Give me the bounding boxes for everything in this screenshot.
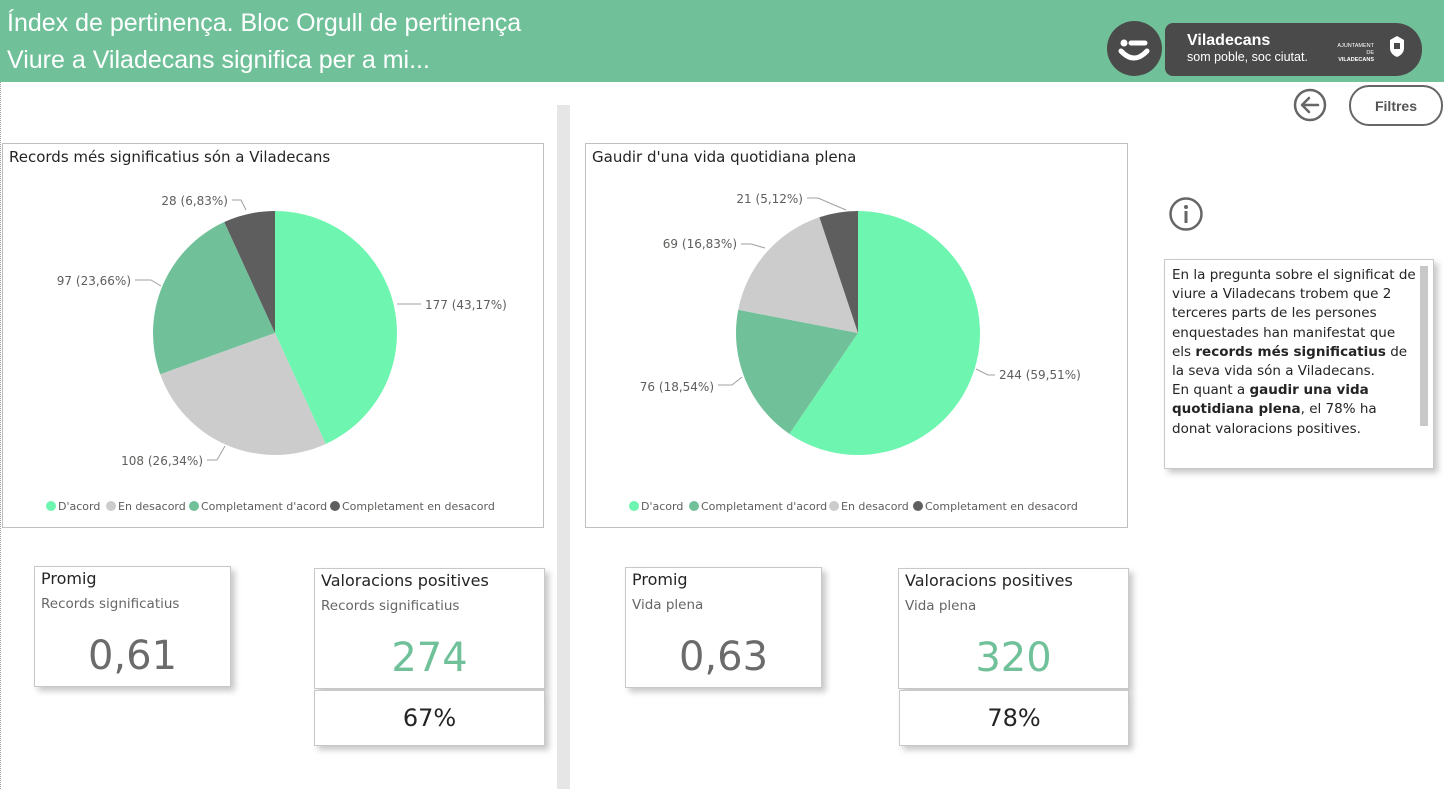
- kpi-value: 320: [975, 635, 1052, 681]
- kpi-percent-records: 67%: [314, 690, 545, 746]
- info-scrollbar[interactable]: [1420, 266, 1428, 426]
- info-text-part3: En quant a: [1172, 382, 1250, 399]
- info-textbox: En la pregunta sobre el significat de vi…: [1164, 259, 1434, 469]
- info-text: En la pregunta sobre el significat de vi…: [1172, 266, 1418, 439]
- legend-item[interactable]: D'acord: [629, 500, 683, 513]
- page-edge: [0, 82, 1, 789]
- leader-line: [975, 368, 995, 376]
- info-bold-records: records més significatius: [1195, 343, 1386, 360]
- legend-marker: [189, 501, 199, 511]
- filters-button[interactable]: Filtres: [1349, 85, 1443, 126]
- legend-item[interactable]: D'acord: [46, 500, 100, 513]
- legend-label: Completament en desacord: [925, 500, 1078, 513]
- coat-of-arms-icon: [1390, 36, 1404, 57]
- pie-slice-completament-d-acord[interactable]: [736, 309, 858, 434]
- kpi-card-positives-vida: Valoracions positives Vida plena 320: [898, 568, 1129, 689]
- data-label: 69 (16,83%): [663, 237, 737, 251]
- pie-slice-completament-en-desacord[interactable]: [819, 211, 858, 333]
- pie-slice-completament-en-desacord[interactable]: [224, 211, 275, 333]
- legend-item[interactable]: Completament en desacord: [913, 500, 1078, 513]
- legend-item[interactable]: En desacord: [829, 500, 909, 513]
- data-label: 177 (43,17%): [425, 298, 507, 312]
- chart-vida-card: 244 (59,51%) 76 (18,54%) 69 (16,83%) 21 (5,…: [585, 143, 1128, 528]
- legend-label: D'acord: [641, 500, 683, 513]
- info-icon[interactable]: [1168, 196, 1204, 232]
- kpi-percent-vida: 78%: [899, 690, 1129, 746]
- page-title: Índex de pertinença. Bloc Orgull de pert…: [7, 9, 522, 37]
- kpi-value: 274: [391, 635, 468, 681]
- back-arrow-icon[interactable]: [1293, 88, 1327, 122]
- logo-brand: Viladecans: [1187, 32, 1271, 49]
- legend-marker: [46, 501, 56, 511]
- leader-line: [232, 199, 247, 211]
- header-bar: Índex de pertinença. Bloc Orgull de pert…: [0, 0, 1444, 82]
- kpi-subtitle: Vida plena: [632, 597, 704, 613]
- legend-item[interactable]: En desacord: [106, 500, 186, 513]
- data-label: 108 (26,34%): [121, 454, 203, 468]
- legend-marker: [629, 501, 639, 511]
- legend-label: Completament d'acord: [201, 500, 327, 513]
- pie-chart-records: 177 (43,17%) 108 (26,34%) 97 (23,66%) 28 (6…: [46, 194, 507, 513]
- data-label: 76 (18,54%): [640, 380, 714, 394]
- data-label: 244 (59,51%): [999, 368, 1081, 382]
- kpi-title: Promig: [41, 569, 97, 588]
- pie-chart-vida: 244 (59,51%) 76 (18,54%) 69 (16,83%) 21 (5,…: [629, 192, 1081, 513]
- legend-label: En desacord: [841, 500, 909, 513]
- leader-line: [135, 279, 162, 287]
- legend-marker: [106, 501, 116, 511]
- legend-item[interactable]: Completament en desacord: [330, 500, 495, 513]
- pie-slice-d-acord[interactable]: [789, 211, 980, 455]
- chart-records-card: 177 (43,17%) 108 (26,34%) 97 (23,66%) 28 (6…: [2, 143, 544, 528]
- logo-smile-icon: [1107, 21, 1162, 76]
- page-subtitle: Viure a Viladecans significa per a mi...: [7, 46, 430, 74]
- kpi-subtitle: Vida plena: [905, 598, 977, 614]
- logo-tagline: som poble, soc ciutat.: [1187, 50, 1308, 64]
- leader-line: [807, 197, 847, 211]
- ajuntament-line2: VILADECANS: [1338, 57, 1374, 63]
- kpi-title: Promig: [632, 570, 688, 589]
- kpi-card-promig-vida: Promig Vida plena 0,63: [625, 567, 822, 688]
- info-text-part4: , el 78% ha donat valoracions positives.: [1172, 401, 1377, 437]
- ajuntament-line1: AJUNTAMENT DE: [1337, 43, 1374, 56]
- data-label: 97 (23,66%): [57, 274, 131, 288]
- kpi-subtitle: Records significatius: [41, 596, 180, 612]
- legend-item[interactable]: Completament d'acord: [189, 500, 327, 513]
- kpi-title: Valoracions positives: [905, 571, 1073, 590]
- leader-line: [207, 445, 226, 461]
- kpi-card-positives-records: Valoracions positives Records significat…: [314, 568, 545, 689]
- info-text-part1: En la pregunta sobre el significat de vi…: [1172, 267, 1416, 360]
- legend-label: Completament d'acord: [701, 500, 827, 513]
- kpi-subtitle: Records significatius: [321, 598, 460, 614]
- legend-marker: [330, 501, 340, 511]
- kpi-title: Valoracions positives: [321, 571, 489, 590]
- data-label: 21 (5,12%): [736, 192, 803, 206]
- info-text-part2: de la seva vida són a Viladecans.: [1172, 343, 1408, 380]
- kpi-value: 0,61: [87, 633, 178, 679]
- legend-label: D'acord: [58, 500, 100, 513]
- chart-title: Records més significatius són a Viladeca…: [9, 148, 331, 166]
- viladecans-logo: Viladecans som poble, soc ciutat. AJUNTA…: [1107, 21, 1422, 76]
- legend-marker: [689, 501, 699, 511]
- legend-marker: [913, 501, 923, 511]
- data-label: 28 (6,83%): [161, 194, 228, 208]
- chart-title: Gaudir d'una vida quotidiana plena: [592, 148, 857, 166]
- leader-line: [718, 376, 743, 386]
- ajuntament-label: AJUNTAMENT DE VILADECANS: [1334, 43, 1374, 64]
- kpi-card-promig-records: Promig Records significatius 0,61: [34, 566, 231, 687]
- legend-label: Completament en desacord: [342, 500, 495, 513]
- leader-line: [741, 243, 766, 249]
- pie-slice-completament-d-acord[interactable]: [153, 222, 275, 375]
- pie-slice-d-acord[interactable]: [275, 211, 397, 444]
- legend-item[interactable]: Completament d'acord: [689, 500, 827, 513]
- info-bold-vida: gaudir una vida quotidiana plena: [1172, 382, 1369, 418]
- legend-label: En desacord: [118, 500, 186, 513]
- pie-slice-en-desacord[interactable]: [738, 217, 858, 333]
- kpi-value: 0,63: [678, 634, 769, 680]
- logo-banner: [1165, 23, 1422, 76]
- legend-marker: [829, 501, 839, 511]
- pie-slice-en-desacord[interactable]: [160, 333, 326, 455]
- section-divider: [557, 105, 570, 789]
